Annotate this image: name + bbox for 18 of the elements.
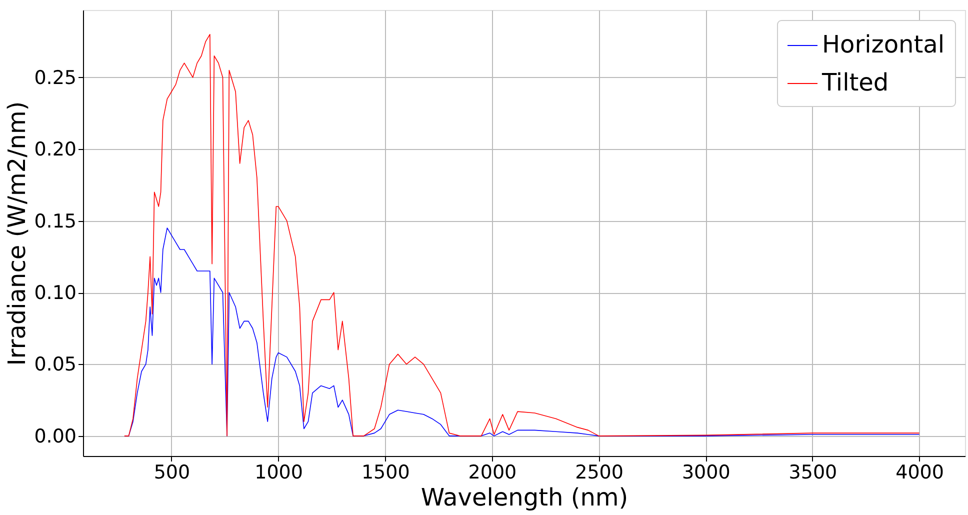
x-tick-label: 3000 (682, 462, 730, 484)
x-axis-title: Wavelength (nm) (420, 484, 628, 512)
y-tick-label: 0.10 (34, 282, 76, 304)
x-tick-label: 2000 (468, 462, 517, 484)
y-tick-label: 0.00 (34, 425, 76, 448)
x-tick-label: 1000 (254, 462, 303, 484)
y-tick-label: 0.25 (34, 66, 76, 89)
x-tick-label: 4000 (896, 462, 944, 484)
legend-label: Tilted (821, 68, 889, 96)
x-tick-label: 3500 (788, 462, 838, 484)
y-tick-label: 0.15 (34, 210, 76, 232)
y-tick-label: 0.20 (34, 138, 76, 161)
y-axis-title: Irradiance (W/m2/nm) (3, 101, 32, 366)
legend-label: Horizontal (822, 30, 945, 58)
x-tick-label: 2500 (575, 462, 624, 484)
y-tick-label: 0.05 (34, 354, 76, 376)
x-tick-label: 500 (154, 462, 190, 484)
x-tick-label: 1500 (361, 462, 410, 484)
